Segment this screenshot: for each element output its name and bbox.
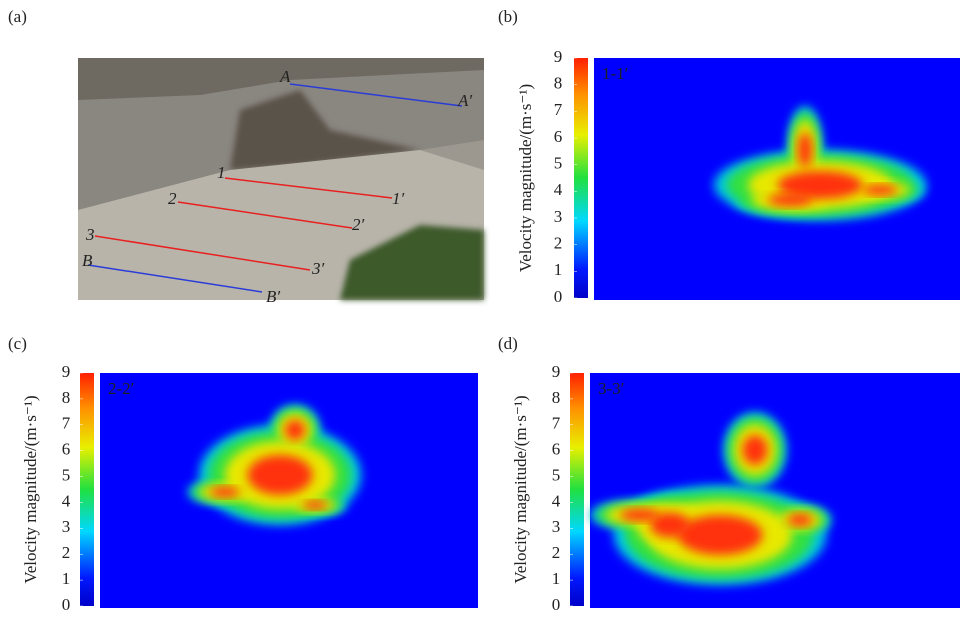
colorbar-tick-label: 2 bbox=[554, 234, 563, 253]
photo-label: 3′ bbox=[311, 259, 325, 278]
panel-label: (c) bbox=[8, 334, 27, 353]
blob-layer bbox=[302, 501, 328, 509]
colorbar-tick-label: 6 bbox=[62, 440, 71, 459]
blob-layer bbox=[787, 514, 813, 526]
colorbar-tick-label: 2 bbox=[62, 543, 71, 562]
section-label: 1-1′ bbox=[602, 64, 628, 83]
blob-layer bbox=[620, 509, 660, 521]
colorbar-tick-label: 1 bbox=[552, 569, 561, 588]
colorbar-tick-label: 9 bbox=[554, 47, 563, 66]
colorbar-tick-label: 5 bbox=[554, 154, 563, 173]
colorbar-tick-label: 5 bbox=[62, 465, 71, 484]
blob-layer bbox=[210, 487, 240, 497]
colorbar-tick-label: 8 bbox=[552, 388, 561, 407]
colorbar-tick-label: 0 bbox=[552, 595, 561, 614]
photo-label: 2 bbox=[168, 189, 177, 208]
photo-label: B′ bbox=[266, 287, 280, 306]
colorbar-tick-label: 9 bbox=[62, 362, 71, 381]
blob-layer bbox=[247, 455, 313, 495]
photo-label: B bbox=[82, 251, 93, 270]
photo-label: 1 bbox=[217, 163, 226, 182]
colorbar-tick-label: 3 bbox=[62, 517, 71, 536]
colorbar bbox=[570, 373, 584, 606]
blob-layer bbox=[285, 420, 305, 440]
blob-layer bbox=[677, 515, 763, 555]
colorbar-tick-label: 8 bbox=[554, 74, 563, 93]
colorbar-tick-label: 2 bbox=[552, 543, 561, 562]
colorbar-tick-label: 0 bbox=[554, 287, 563, 306]
colorbar-tick-label: 6 bbox=[554, 127, 563, 146]
colorbar-tick-label: 9 bbox=[552, 362, 561, 381]
blob-layer bbox=[777, 171, 863, 199]
colorbar bbox=[80, 373, 94, 606]
photo-label: A′ bbox=[457, 91, 472, 110]
colorbar-tick-label: 7 bbox=[62, 414, 71, 433]
colorbar-tick-label: 3 bbox=[552, 517, 561, 536]
section-label: 3-3′ bbox=[598, 379, 624, 398]
colorbar-tick-label: 7 bbox=[554, 100, 563, 119]
blob-layer bbox=[767, 194, 813, 206]
colorbar-tick-label: 5 bbox=[552, 465, 561, 484]
blob-layer bbox=[742, 435, 768, 465]
panel-label: (b) bbox=[498, 7, 518, 26]
colorbar-tick-label: 0 bbox=[62, 595, 71, 614]
panel-label: (a) bbox=[8, 7, 27, 26]
velocity-blob bbox=[187, 405, 362, 525]
photo-label: 3 bbox=[85, 225, 95, 244]
colorbar-tick-label: 6 bbox=[552, 440, 561, 459]
colorbar-tick-label: 4 bbox=[62, 491, 71, 510]
section-label: 2-2′ bbox=[108, 379, 134, 398]
velocity-blob bbox=[713, 106, 927, 220]
photo-label: 1′ bbox=[392, 189, 405, 208]
blob-layer bbox=[650, 512, 690, 538]
blob-layer bbox=[798, 132, 812, 168]
panel-label: (d) bbox=[498, 334, 518, 353]
colorbar-tick-label: 7 bbox=[552, 414, 561, 433]
velocity-blob bbox=[590, 412, 832, 585]
colorbar bbox=[574, 58, 588, 298]
photo-label: A bbox=[279, 67, 291, 86]
colorbar-tick-label: 4 bbox=[554, 180, 563, 199]
colorbar-label: Velocity magnitude/(m·s⁻¹) bbox=[516, 84, 535, 272]
colorbar-tick-label: 4 bbox=[552, 491, 561, 510]
colorbar-label: Velocity magnitude/(m·s⁻¹) bbox=[21, 395, 40, 583]
colorbar-label: Velocity magnitude/(m·s⁻¹) bbox=[511, 395, 530, 583]
colorbar-tick-label: 1 bbox=[554, 260, 563, 279]
colorbar-tick-label: 1 bbox=[62, 569, 71, 588]
photo-label: 2′ bbox=[352, 215, 365, 234]
blob-layer bbox=[862, 185, 898, 195]
colorbar-tick-label: 3 bbox=[554, 207, 563, 226]
photo bbox=[78, 58, 484, 300]
colorbar-tick-label: 8 bbox=[62, 388, 71, 407]
